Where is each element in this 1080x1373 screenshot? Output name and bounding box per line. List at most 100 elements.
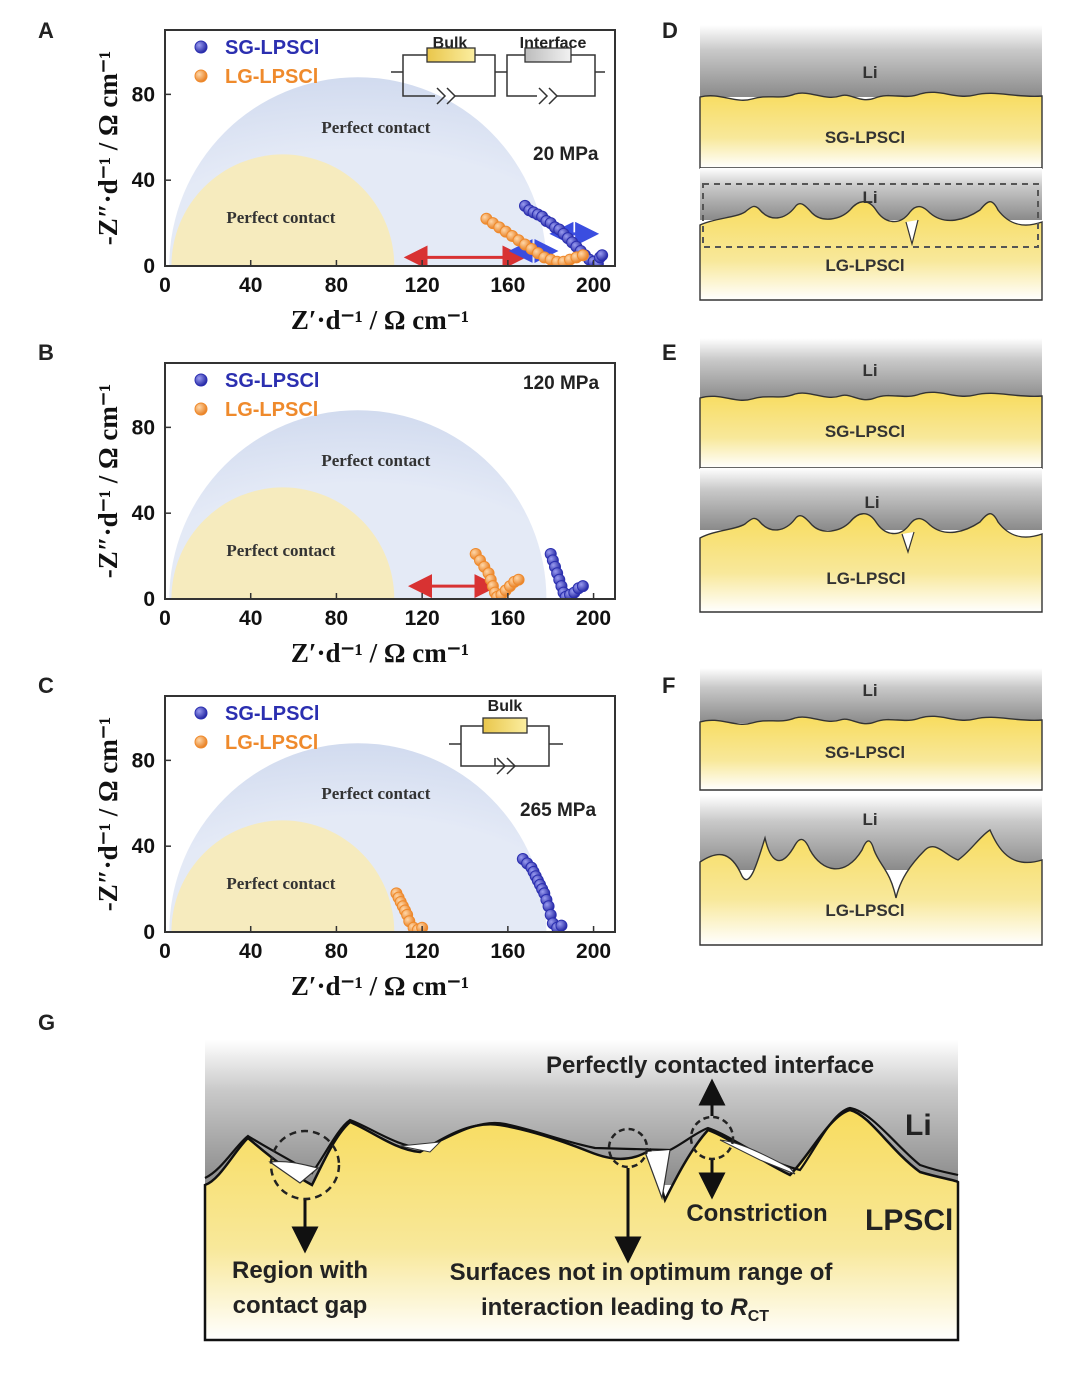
constriction-label: Constriction <box>686 1200 827 1227</box>
surface-label-2: interaction leading to RCT <box>481 1294 769 1325</box>
b-xtick-4: 160 <box>490 607 525 630</box>
a-region-label-yellow: Perfect contact <box>226 208 335 227</box>
b-ytick-1: 40 <box>132 502 155 525</box>
b-xtick-0: 0 <box>159 607 171 630</box>
b-ytick-0: 0 <box>143 588 155 611</box>
c-region-label-yellow: Perfect contact <box>226 874 335 893</box>
perfect-label: Perfectly contacted interface <box>546 1052 874 1079</box>
f-bot-li: Li <box>862 810 877 829</box>
b-legend-marker-0 <box>194 373 208 387</box>
a-xtick-1: 40 <box>239 274 262 297</box>
rct-subscript: CT <box>748 1308 770 1325</box>
surface-circle <box>607 1127 649 1169</box>
schematic-e: Li SG-LPSCl Li LG-LPSCl <box>699 338 1043 613</box>
a-xtick-2: 80 <box>325 274 348 297</box>
surface-label-2-text: interaction leading to <box>481 1294 730 1321</box>
c-ytick-1: 40 <box>132 835 155 858</box>
b-region-label-yellow: Perfect contact <box>226 541 335 560</box>
a-xtick-5: 200 <box>576 274 611 297</box>
d-top-mat: SG-LPSCl <box>825 128 905 147</box>
a-xtick-0: 0 <box>159 274 171 297</box>
chart-a: Perfect contact Perfect contact 0 40 80 120 16… <box>93 29 616 335</box>
surface-label-1: Surfaces not in optimum range of <box>450 1259 834 1286</box>
c-legend-label-0: SG-LPSCl <box>225 703 319 725</box>
schematic-g: G Perfectly contacted interface Li Const… <box>38 1010 960 1342</box>
a-xtick-3: 120 <box>405 274 440 297</box>
c-legend-marker-0 <box>194 706 208 720</box>
a-xtick-4: 160 <box>490 274 525 297</box>
d-bot-mat: LG-LPSCl <box>825 256 904 275</box>
c-xlabel: Z′·d⁻¹ / Ω cm⁻¹ <box>291 971 469 1001</box>
d-top-li: Li <box>862 63 877 82</box>
panel-letter-e: E <box>662 340 677 365</box>
c-legend-marker-1 <box>194 735 208 749</box>
panel-letter-f: F <box>662 673 675 698</box>
f-top-li: Li <box>862 681 877 700</box>
b-point-lg-12 <box>512 573 525 586</box>
e-top-mat: SG-LPSCl <box>825 422 905 441</box>
gap-label-2: contact gap <box>233 1292 368 1319</box>
c-region-yellow <box>171 820 395 932</box>
a-region-yellow <box>171 154 395 266</box>
b-legend-label-0: SG-LPSCl <box>225 370 319 392</box>
panel-letter-a: A <box>38 18 54 43</box>
e-bot-mat: LG-LPSCl <box>826 569 905 588</box>
perfect-circle <box>689 1115 735 1161</box>
b-region-label-blue: Perfect contact <box>321 451 430 470</box>
b-point-sg-11 <box>576 580 589 593</box>
c-xtick-3: 120 <box>405 940 440 963</box>
c-pressure-label: 265 MPa <box>520 800 596 821</box>
b-pressure-label: 120 MPa <box>523 373 599 394</box>
a-xlabel: Z′·d⁻¹ / Ω cm⁻¹ <box>291 305 469 335</box>
schematic-f: Li SG-LPSCl Li LG-LPSCl <box>699 668 1043 946</box>
a-ylabel: -Z″·d⁻¹ / Ω cm⁻¹ <box>93 51 123 245</box>
c-circuit-bulk-label: Bulk <box>488 698 523 715</box>
a-ytick-1: 40 <box>132 169 155 192</box>
panel-letter-g: G <box>38 1010 55 1035</box>
c-circuit: Bulk <box>449 698 563 775</box>
a-point-lg-15 <box>576 249 589 262</box>
b-ylabel: -Z″·d⁻¹ / Ω cm⁻¹ <box>93 384 123 578</box>
e-bot-li: Li <box>864 493 879 512</box>
a-circuit: Bulk Interface <box>391 35 605 105</box>
c-legend-label-1: LG-LPSCl <box>225 732 318 754</box>
gap-circle <box>269 1129 341 1201</box>
a-pressure-label: 20 MPa <box>533 144 599 165</box>
d-bot-li: Li <box>862 188 877 207</box>
b-plot-frame <box>164 362 616 600</box>
c-ylabel: -Z″·d⁻¹ / Ω cm⁻¹ <box>93 717 123 911</box>
f-top-mat: SG-LPSCl <box>825 743 905 762</box>
b-xtick-3: 120 <box>405 607 440 630</box>
b-legend-marker-1 <box>194 402 208 416</box>
lpscl-label: LPSCl <box>865 1204 953 1237</box>
a-legend-marker-0 <box>194 40 208 54</box>
b-legend-label-1: LG-LPSCl <box>225 399 318 421</box>
li-label: Li <box>905 1109 932 1142</box>
panel-letter-d: D <box>662 18 678 43</box>
rct-symbol: R <box>730 1294 748 1321</box>
schematic-d: Li SG-LPSCl Li LG-LPSCl <box>699 25 1043 301</box>
a-ytick-0: 0 <box>143 255 155 278</box>
b-xtick-2: 80 <box>325 607 348 630</box>
f-bot-mat: LG-LPSCl <box>825 901 904 920</box>
gap-label-1: Region with <box>232 1257 368 1284</box>
c-xtick-0: 0 <box>159 940 171 963</box>
b-region-yellow <box>171 487 395 599</box>
chart-b: Perfect contact Perfect contact 0 40 80 120 16… <box>93 362 616 668</box>
c-point-sg-14 <box>555 919 568 932</box>
b-ytick-2: 80 <box>132 416 155 439</box>
chart-c: Perfect contact Perfect contact 0 40 80 120 16… <box>93 695 616 1001</box>
c-xtick-1: 40 <box>239 940 262 963</box>
a-point-sg-19 <box>596 249 609 262</box>
c-xtick-4: 160 <box>490 940 525 963</box>
panel-letter-b: B <box>38 340 54 365</box>
c-xtick-5: 200 <box>576 940 611 963</box>
b-xlabel: Z′·d⁻¹ / Ω cm⁻¹ <box>291 638 469 668</box>
panel-letter-c: C <box>38 673 54 698</box>
b-xtick-1: 40 <box>239 607 262 630</box>
a-plot-frame <box>164 29 616 267</box>
a-legend-label-1: LG-LPSCl <box>225 66 318 88</box>
a-legend-marker-1 <box>194 69 208 83</box>
a-legend-label-0: SG-LPSCl <box>225 37 319 59</box>
